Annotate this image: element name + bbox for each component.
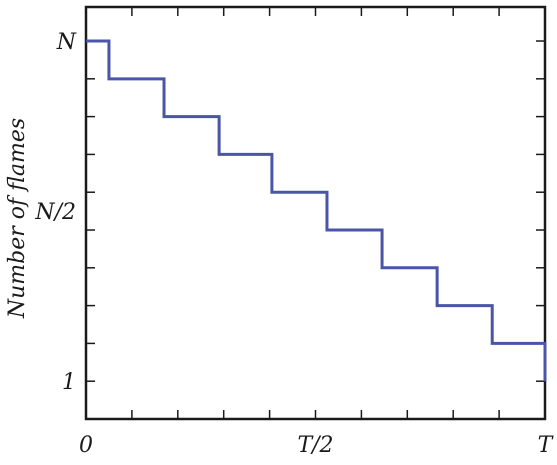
y-tick-label: 1: [62, 370, 76, 395]
plot-frame: [84, 5, 547, 421]
axis-ticks: [86, 7, 545, 419]
x-tick-label: T: [538, 433, 555, 458]
y-tick-label: N: [56, 30, 77, 55]
x-tick-label: 0: [79, 433, 93, 458]
tick-labels: 0 T/2 T 1 N/2 N: [34, 30, 554, 458]
series-line: [86, 39, 547, 382]
y-axis-label: Number of flames: [5, 118, 30, 319]
y-tick-label: N/2: [34, 200, 76, 225]
x-tick-label: T/2: [297, 433, 333, 458]
